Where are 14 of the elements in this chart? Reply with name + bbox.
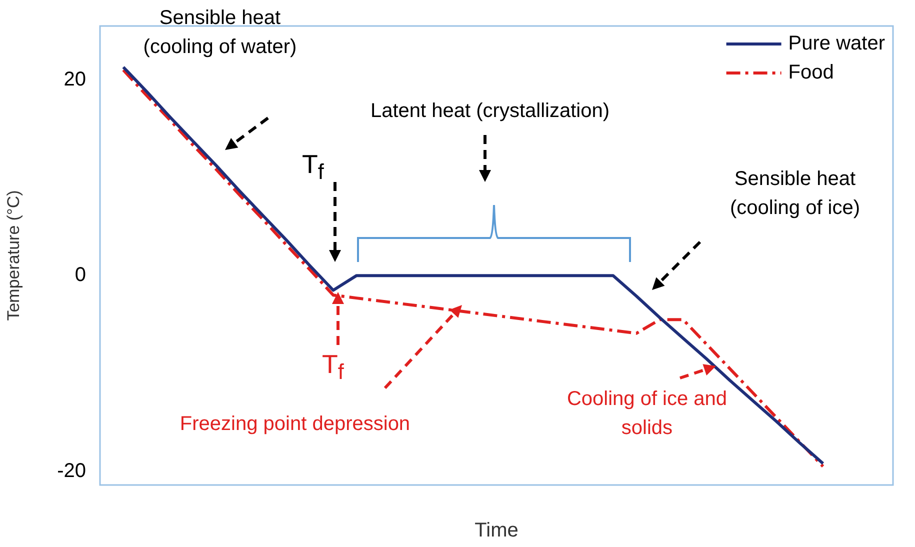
annotation: Freezing point depression xyxy=(178,412,412,437)
annotation: Sensible heat (cooling of water) xyxy=(142,6,298,60)
annotation: T$_{f}$ xyxy=(321,349,345,386)
y-axis-title: Temperature (°C) xyxy=(4,190,23,321)
y-tick-label: -20 xyxy=(57,460,86,482)
x-axis-title: Time xyxy=(474,520,518,542)
legend-label: Pure water xyxy=(788,32,886,55)
y-tick-label: 0 xyxy=(74,264,86,286)
annotation: T$_{f}$ xyxy=(301,149,325,186)
annotation: Sensible heat (cooling of ice) xyxy=(728,167,862,221)
annotation: Latent heat (crystallization) xyxy=(369,99,610,124)
annotation: Cooling of ice and solids xyxy=(566,387,728,441)
y-tick-label: 20 xyxy=(64,68,86,90)
legend-label: Food xyxy=(788,62,834,84)
